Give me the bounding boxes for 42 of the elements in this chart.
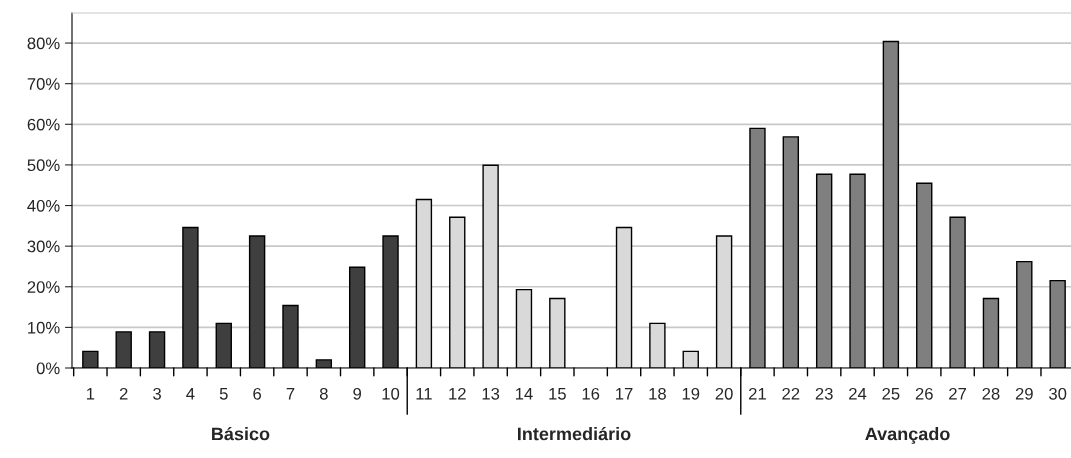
x-tick-label: 25	[882, 387, 900, 400]
x-tick-label: 20	[715, 387, 733, 400]
y-tick-label: 70%	[27, 78, 60, 90]
x-tick-label: 26	[915, 387, 933, 400]
x-tick-label: 17	[616, 388, 633, 400]
x-tick-label: 27	[949, 387, 967, 400]
y-tick-label: 80%	[27, 37, 60, 50]
x-tick-label: 8	[319, 387, 328, 400]
x-tick-label: 18	[649, 387, 666, 400]
x-tick-label: 6	[253, 387, 262, 400]
x-tick-label: 10	[382, 387, 400, 400]
x-tick-label: 12	[449, 387, 466, 400]
x-tick-label: 9	[353, 387, 362, 400]
text: Avançado	[865, 427, 950, 444]
x-tick-label: 16	[582, 387, 600, 400]
x-tick-label: 23	[815, 387, 833, 400]
x-tick-label: 22	[782, 387, 800, 400]
x-tick-label: 14	[515, 388, 533, 400]
x-tick-label: 24	[849, 387, 867, 400]
x-tick-label: 13	[482, 387, 500, 400]
text: Básico	[212, 426, 270, 441]
x-tick-label: 15	[549, 388, 566, 400]
x-tick-label: 1	[86, 388, 95, 400]
x-tick-label: 3	[153, 387, 161, 400]
x-tick-label: 28	[982, 387, 1000, 400]
x-tick-label: 4	[186, 388, 195, 400]
y-tick-label: 20%	[27, 281, 60, 293]
x-tick-label: 19	[682, 387, 700, 400]
y-tick-label: 0%	[36, 362, 60, 375]
x-tick-label: 5	[219, 388, 228, 400]
x-tick-label: 11	[416, 388, 432, 400]
x-tick-label: 21	[749, 387, 766, 400]
y-tick-label: 10%	[28, 321, 60, 334]
y-tick-label: 30%	[27, 240, 60, 253]
x-tick-label: 29	[1015, 387, 1033, 400]
y-tick-label: 60%	[27, 118, 60, 131]
x-tick-label: 2	[119, 387, 128, 400]
x-tick-label: 30	[1049, 387, 1067, 400]
text: Intermediário	[518, 426, 631, 441]
y-tick-label: 50%	[27, 159, 60, 172]
x-tick-label: 7	[286, 388, 295, 400]
y-tick-label: 40%	[27, 199, 60, 212]
